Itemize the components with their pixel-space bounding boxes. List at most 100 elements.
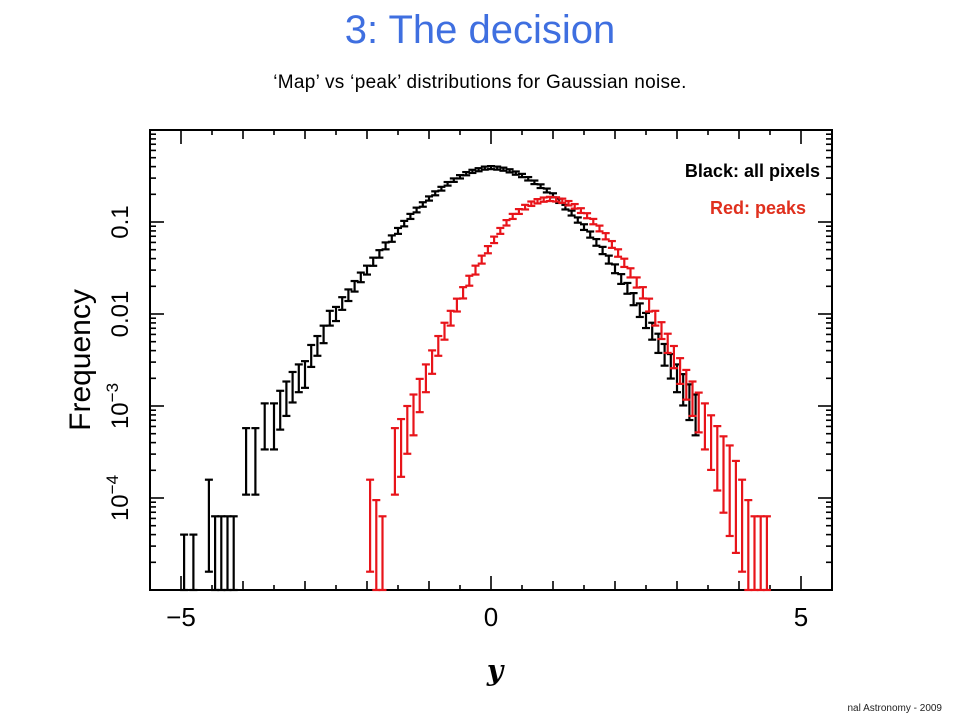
- data-point: [471, 264, 480, 276]
- data-point: [620, 257, 629, 269]
- data-point: [459, 286, 468, 300]
- data-point: [589, 217, 598, 226]
- data-point: [428, 349, 437, 375]
- data-point: [217, 515, 226, 592]
- data-point: [580, 223, 588, 232]
- data-point: [425, 195, 433, 202]
- data-point: [502, 218, 511, 227]
- data-point: [307, 343, 316, 369]
- data-point: [629, 292, 638, 307]
- data-point: [707, 414, 716, 472]
- data-point: [682, 368, 691, 401]
- data-point: [301, 360, 309, 389]
- data-point: [465, 274, 474, 287]
- data-point: [558, 197, 567, 205]
- data-point: [356, 271, 365, 284]
- data-point: [496, 226, 505, 235]
- data-point: [229, 515, 238, 592]
- data-point: [731, 459, 740, 555]
- data-point: [431, 190, 440, 197]
- data-point: [204, 478, 213, 573]
- data-point: [499, 166, 508, 172]
- data-point: [260, 402, 269, 451]
- data-point: [452, 297, 461, 313]
- data-point: [421, 363, 430, 394]
- data-point: [694, 391, 703, 434]
- data-point: [663, 332, 672, 355]
- data-point: [611, 263, 619, 275]
- slide-title: 3: The decision: [344, 8, 616, 52]
- y-tick-label: 10−3: [103, 383, 134, 429]
- data-point: [403, 404, 412, 455]
- data-point: [474, 167, 483, 173]
- data-point: [756, 515, 765, 592]
- data-point: [282, 380, 291, 418]
- x-tick-label: 5: [794, 602, 808, 632]
- data-point: [642, 311, 650, 330]
- data-point: [635, 302, 644, 319]
- data-point: [688, 380, 697, 418]
- x-axis-label: y: [486, 654, 505, 687]
- data-point: [325, 309, 334, 327]
- data-point: [390, 427, 399, 496]
- data-point: [738, 478, 747, 573]
- y-tick-label: 0.01: [107, 291, 134, 338]
- legend-peaks: Red: peaks: [710, 198, 806, 218]
- data-point: [533, 198, 542, 205]
- data-point: [592, 237, 601, 247]
- y-tick-label: 10−4: [103, 475, 134, 521]
- data-point: [251, 427, 260, 496]
- x-tick-label: −5: [166, 602, 196, 632]
- data-point: [626, 267, 635, 279]
- data-point: [552, 196, 561, 203]
- data-point: [586, 230, 595, 239]
- data-point: [657, 321, 666, 341]
- data-point: [387, 234, 396, 243]
- data-point: [483, 245, 492, 255]
- data-point: [604, 254, 613, 265]
- data-point: [607, 239, 616, 249]
- data-point: [669, 344, 678, 370]
- slide-subtitle: ‘Map’ vs ‘peak’ distributions for Gaussi…: [273, 72, 687, 93]
- data-point: [434, 334, 443, 357]
- data-point: [595, 224, 604, 233]
- data-point: [601, 232, 610, 241]
- data-point: [313, 334, 322, 357]
- data-point: [400, 219, 409, 228]
- data-point: [645, 297, 654, 313]
- data-point: [276, 389, 285, 431]
- data-point: [725, 444, 734, 538]
- data-point: [638, 286, 647, 300]
- data-point: [437, 185, 446, 192]
- data-point: [319, 324, 328, 345]
- data-point: [332, 305, 340, 323]
- data-point: [344, 288, 353, 303]
- data-point: [394, 226, 402, 235]
- data-point: [375, 249, 384, 259]
- data-point: [406, 212, 415, 221]
- data-point: [700, 402, 709, 451]
- data-point: [288, 370, 297, 404]
- data-point: [614, 248, 623, 258]
- data-point: [338, 296, 347, 311]
- data-point: [412, 206, 421, 214]
- data-point: [477, 254, 486, 265]
- data-point: [762, 515, 771, 592]
- slide-footer: nal Astronomy - 2009: [847, 703, 943, 714]
- data-point: [366, 478, 375, 573]
- data-point: [651, 309, 660, 327]
- data-point: [242, 427, 251, 496]
- data-point: [415, 377, 424, 414]
- data-point: [573, 216, 582, 224]
- y-axis-label: Frequency: [64, 289, 97, 431]
- y-tick-label: 0.1: [107, 205, 134, 238]
- legend-all-pixels: Black: all pixels: [685, 161, 820, 181]
- data-point: [180, 533, 189, 592]
- data-point: [223, 515, 232, 592]
- data-point: [294, 363, 303, 394]
- data-point: [189, 533, 198, 592]
- data-point: [564, 199, 573, 207]
- data-point: [583, 212, 592, 220]
- data-point: [542, 187, 551, 194]
